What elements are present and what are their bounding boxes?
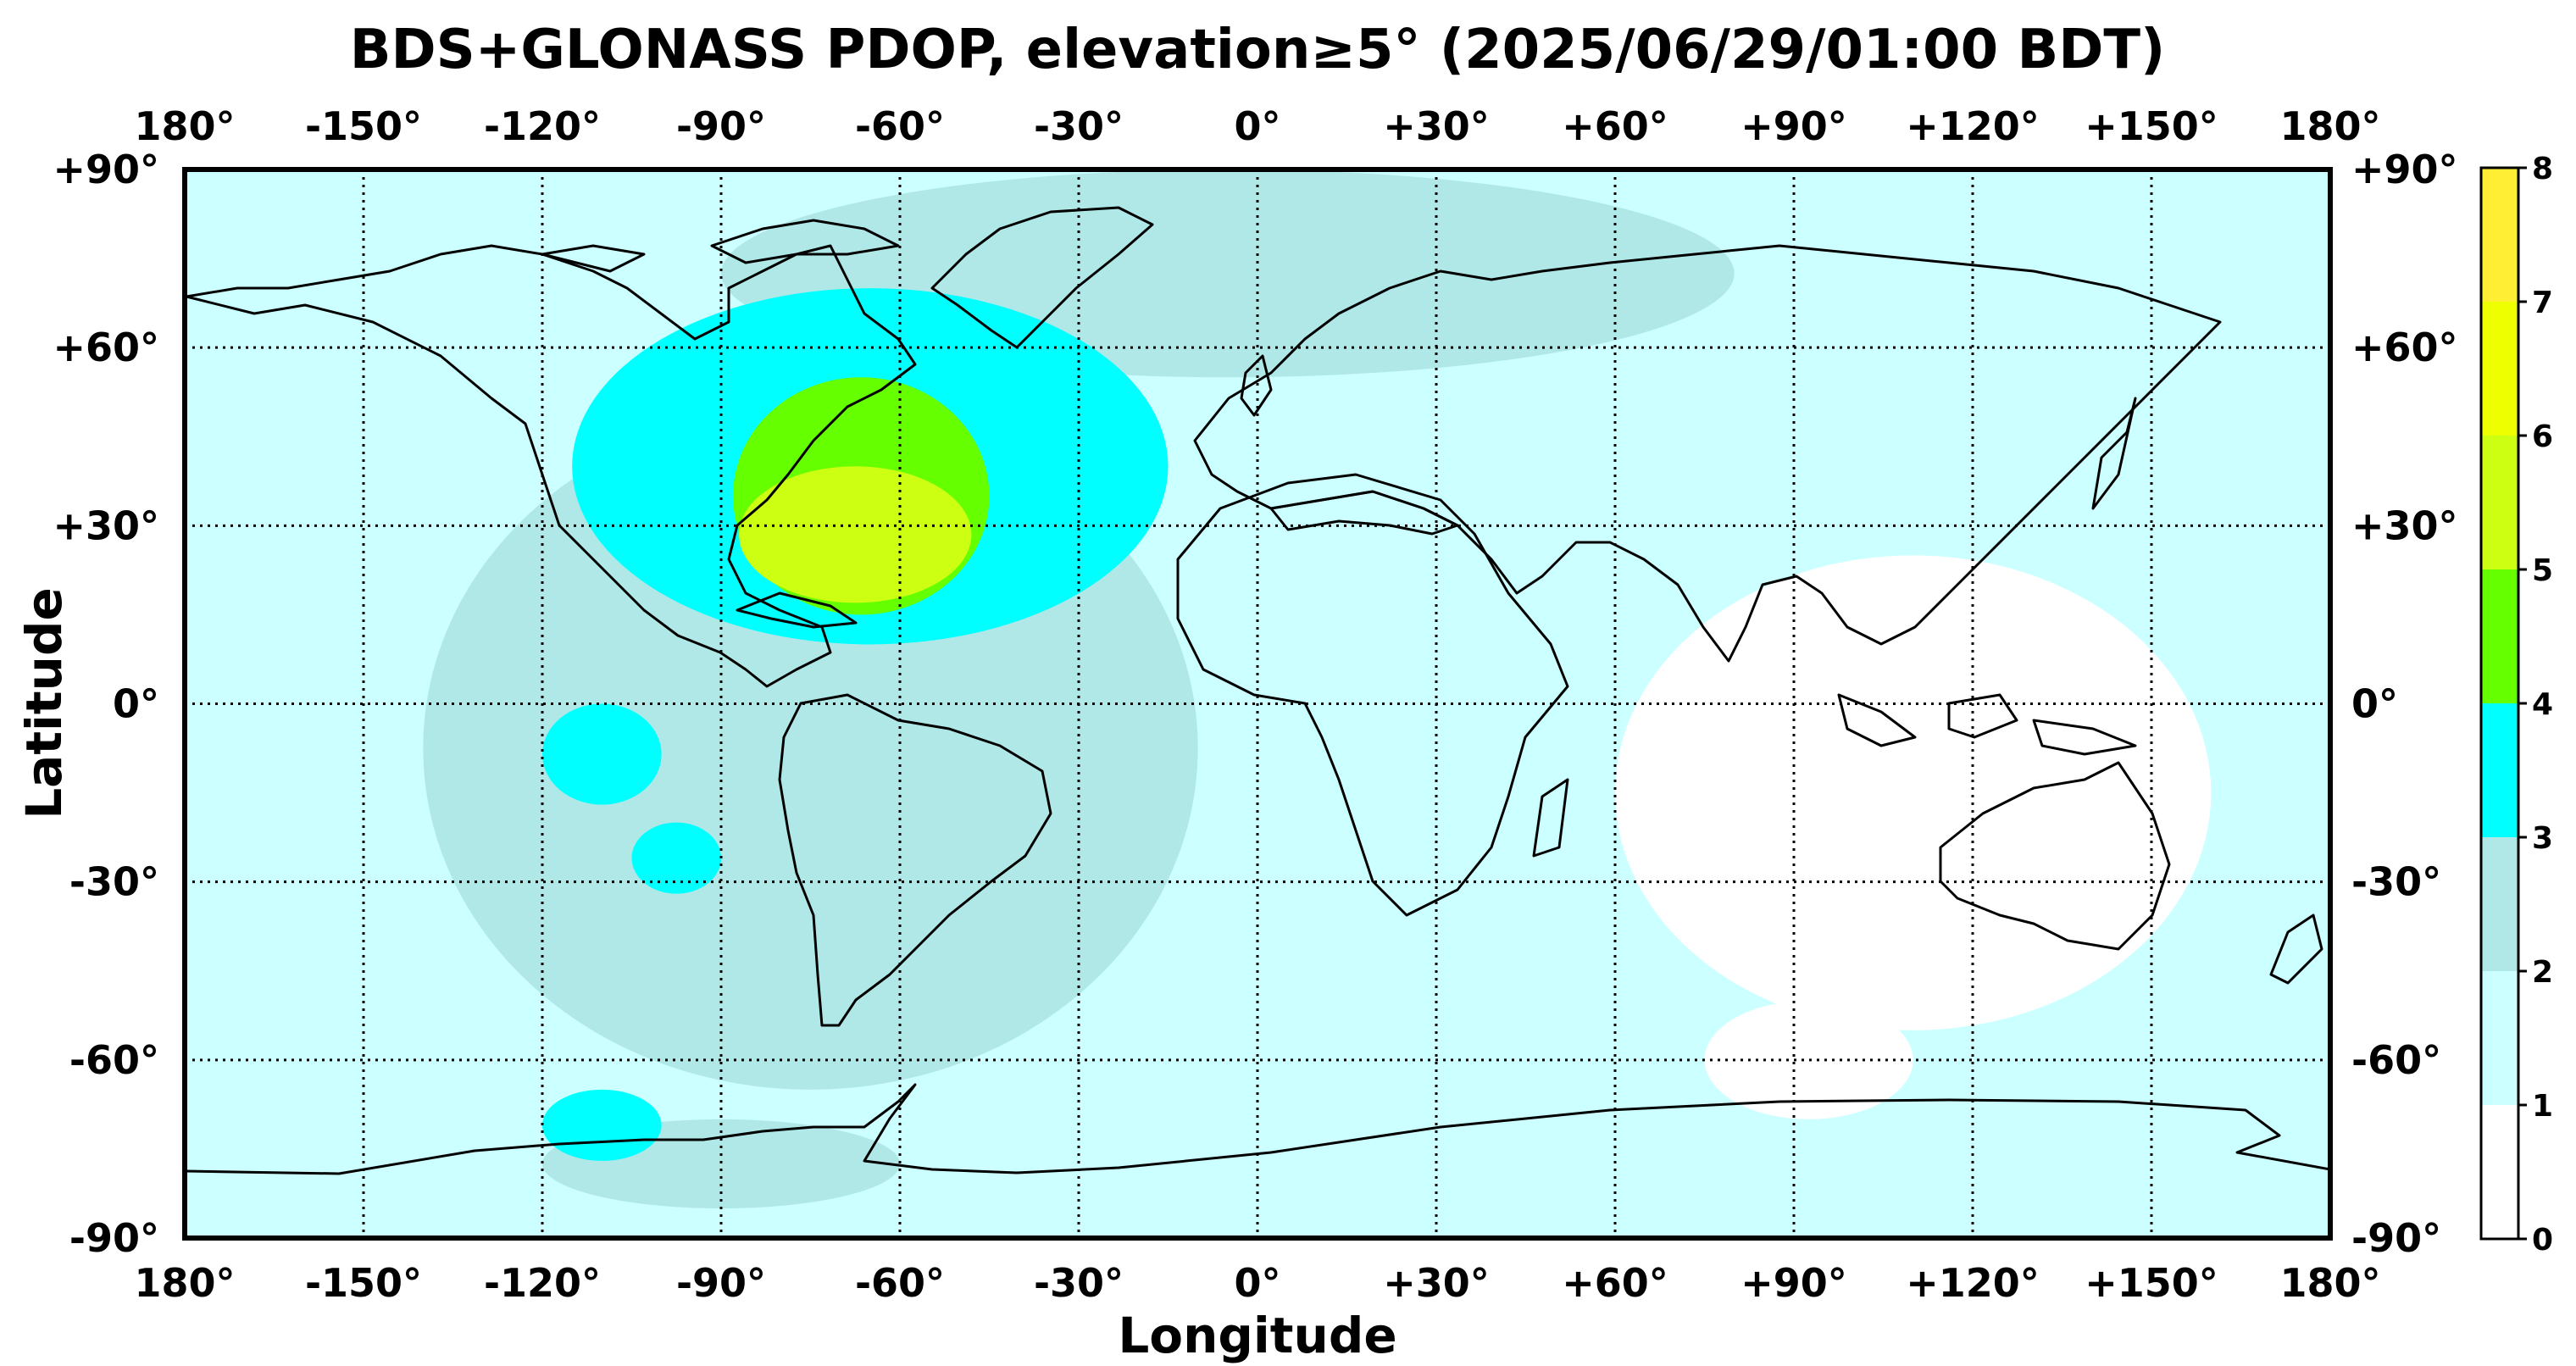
lon-tick-label: -120° <box>484 103 601 149</box>
chart-title: BDS+GLONASS PDOP, elevation≥5° (2025/06/… <box>350 19 2166 81</box>
colorbar-bands <box>2481 168 2518 1239</box>
pdop-region-5 <box>542 703 662 805</box>
lon-tick-label: +120° <box>1906 103 2040 149</box>
x-axis-label: Longitude <box>1118 1307 1396 1364</box>
lat-tick-label: -30° <box>69 859 159 905</box>
colorbar: 0 1 2 3 4 5 6 7 8 <box>2479 152 2553 1258</box>
lat-tick-label: +90° <box>53 147 159 192</box>
lon-tick-label: +90° <box>1740 103 1847 149</box>
colorbar-tick-label: 8 <box>2532 152 2553 186</box>
pdop-field <box>423 169 2212 1208</box>
lon-tick-label: -90° <box>676 103 766 149</box>
lon-tick-label: +150° <box>2085 103 2218 149</box>
pdop-region-8 <box>739 466 972 603</box>
coastline-greenland <box>930 206 1154 349</box>
colorbar-ticks: 0 1 2 3 4 5 6 7 8 <box>2518 152 2553 1258</box>
lon-tick-label: -90° <box>676 1260 766 1306</box>
lon-tick-label: +150° <box>2085 1260 2218 1306</box>
colorbar-band-5 <box>2481 436 2518 569</box>
colorbar-tick-label: 4 <box>2532 687 2553 722</box>
lat-tick-label: +30° <box>53 503 159 548</box>
lon-tick-label: -60° <box>855 103 945 149</box>
lon-tick-label: +60° <box>1562 103 1668 149</box>
lon-tick-label: 180° <box>2279 103 2380 149</box>
lat-tick-label: +30° <box>2351 503 2458 548</box>
colorbar-band-4 <box>2481 569 2518 703</box>
coastline-arctic-islands <box>541 219 900 273</box>
colorbar-tick-label: 1 <box>2532 1089 2553 1124</box>
y-axis-label: Latitude <box>15 587 73 819</box>
lon-tick-label: +60° <box>1562 1260 1668 1306</box>
colorbar-band-0 <box>2481 1105 2518 1239</box>
colorbar-band-6 <box>2481 302 2518 436</box>
pdop-region-9 <box>1615 555 2212 1030</box>
lon-tick-label: +120° <box>1906 1260 2040 1306</box>
lon-tick-label: -120° <box>484 1260 601 1306</box>
lat-tick-label: -60° <box>69 1037 159 1083</box>
coastline-south-america <box>778 693 1052 1027</box>
lon-tick-label: 180° <box>134 103 235 149</box>
lon-tick-label: 0° <box>1234 103 1280 149</box>
lon-tick-label: -30° <box>1034 103 1124 149</box>
lon-tick-label: -30° <box>1034 1260 1124 1306</box>
colorbar-tick-label: 0 <box>2532 1223 2553 1258</box>
lon-tick-label: +30° <box>1383 1260 1490 1306</box>
colorbar-tick-label: 7 <box>2532 286 2553 320</box>
colorbar-band-1 <box>2481 971 2518 1105</box>
lon-tick-label: +30° <box>1383 103 1490 149</box>
lat-tick-label: -30° <box>2351 859 2441 905</box>
lon-tick-label: +90° <box>1740 1260 1847 1306</box>
lat-ticks-right: +90° +60° +30° 0° -30° -60° -90° <box>2351 147 2458 1261</box>
lat-tick-label: -90° <box>2351 1215 2441 1261</box>
map-area <box>182 167 2333 1241</box>
lat-tick-label: -60° <box>2351 1037 2441 1083</box>
pdop-region-4 <box>631 822 721 894</box>
coastline-great-britain <box>1240 354 1273 417</box>
lat-tick-label: -90° <box>69 1215 159 1261</box>
lat-tick-label: 0° <box>113 681 159 727</box>
colorbar-tick-label: 5 <box>2532 553 2553 588</box>
lat-tick-label: +60° <box>2351 325 2458 370</box>
coastline-madagascar <box>1532 778 1569 858</box>
colorbar-tick-label: 6 <box>2532 419 2553 454</box>
pdop-region-10 <box>1704 1000 1913 1119</box>
colorbar-band-2 <box>2481 837 2518 971</box>
lon-tick-label: 180° <box>2279 1260 2380 1306</box>
lon-tick-label: 180° <box>134 1260 235 1306</box>
lat-tick-label: +90° <box>2351 147 2458 192</box>
lat-tick-label: 0° <box>2351 681 2398 727</box>
lon-tick-label: -150° <box>305 1260 422 1306</box>
coastline-africa <box>1176 473 1569 917</box>
lon-tick-label: -60° <box>855 1260 945 1306</box>
coastline-maritime-asia <box>1837 693 2137 756</box>
coastline-japan <box>2091 397 2137 510</box>
gridlines <box>185 169 2330 1238</box>
coastline-antarctica <box>186 1083 2330 1175</box>
coastline-new-zealand <box>2269 913 2323 985</box>
lon-ticks-bottom: 180° -150° -120° -90° -60° -30° 0° +30° +60° +90°… <box>134 1260 2380 1306</box>
colorbar-tick-label: 3 <box>2532 821 2553 856</box>
coastline-eurasia <box>1193 244 2222 663</box>
lon-tick-label: 0° <box>1234 1260 1280 1306</box>
colorbar-band-7 <box>2481 168 2518 302</box>
coastline-cuba <box>736 591 858 629</box>
colorbar-band-3 <box>2481 703 2518 837</box>
lat-ticks-left: +90° +60° +30° 0° -30° -60° -90° <box>53 147 159 1261</box>
lat-tick-label: +60° <box>53 325 159 370</box>
colorbar-tick-label: 2 <box>2532 955 2553 990</box>
pdop-region-6 <box>542 1089 662 1161</box>
lon-tick-label: -150° <box>305 103 422 149</box>
lon-ticks-top: 180° -150° -120° -90° -60° -30° 0° +30° +60° +90°… <box>134 103 2380 149</box>
map-frame <box>182 167 2333 1241</box>
